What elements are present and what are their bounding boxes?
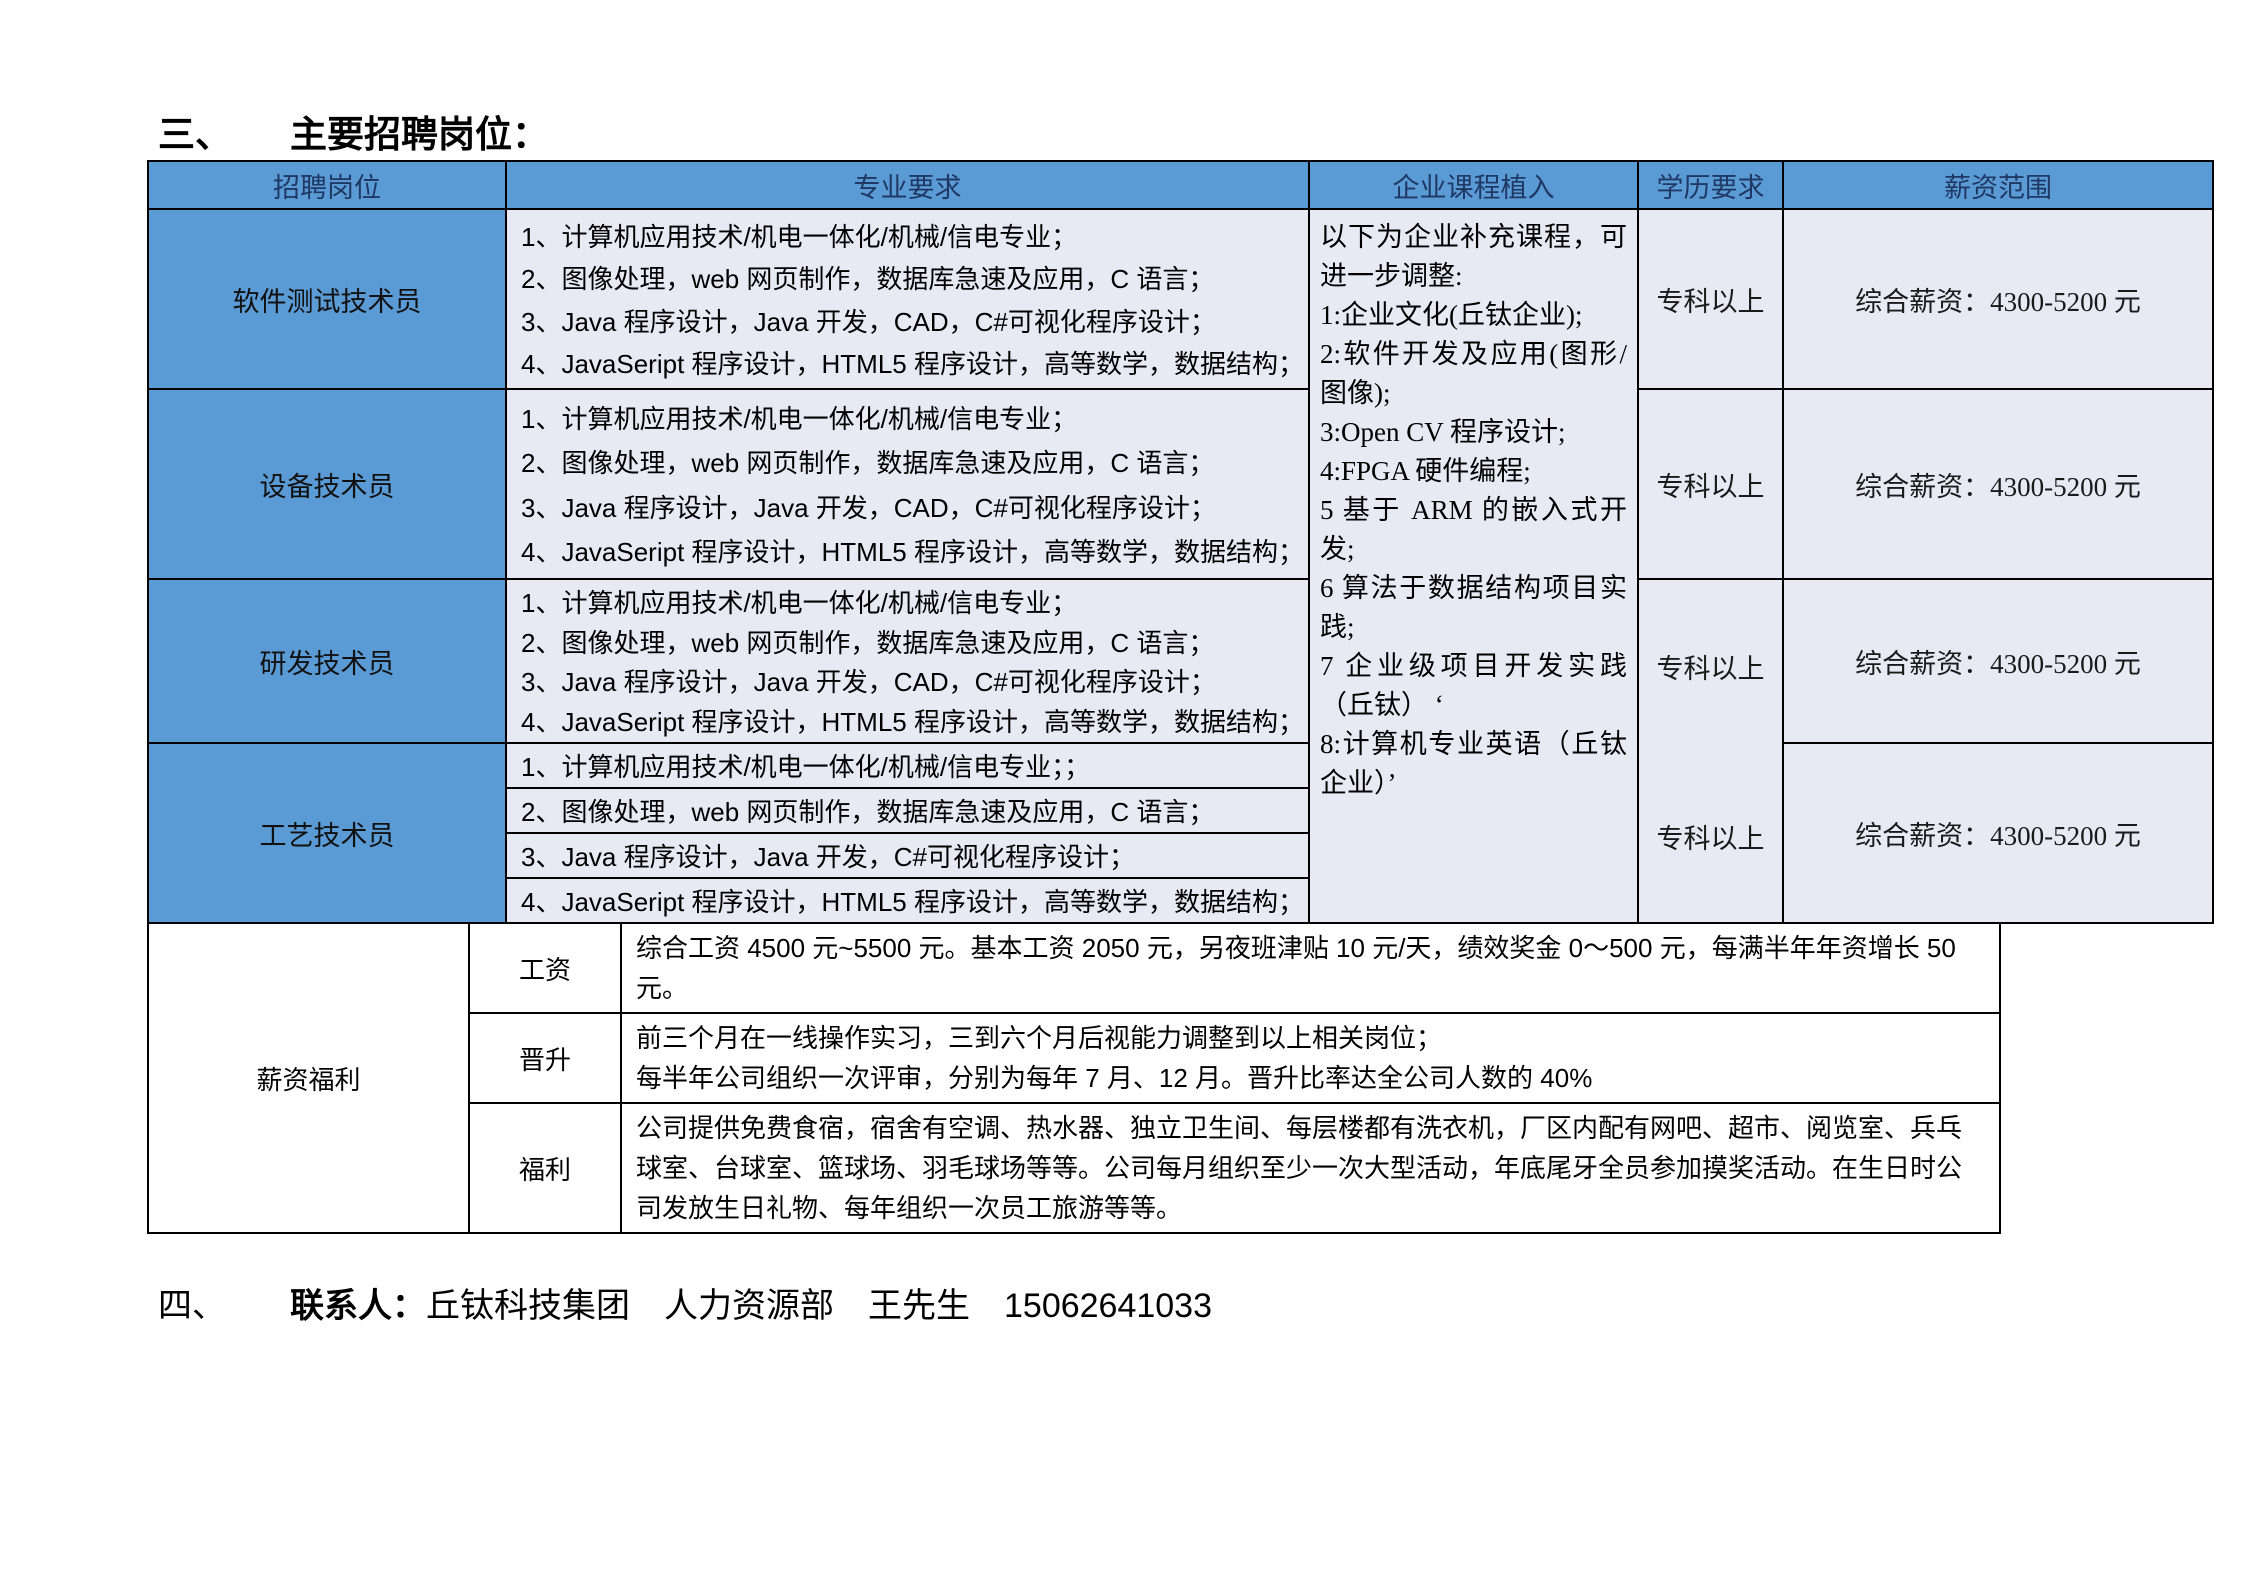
requirement-item: 3、Java 程序设计，Java 开发，CAD，C#可视化程序设计；	[521, 306, 1216, 337]
column-header-salary: 薪资范围	[1781, 160, 2214, 210]
benefits-label-welfare: 福利	[468, 1102, 622, 1234]
position-equipment: 设备技术员	[147, 388, 507, 580]
benefits-row-welfare: 福利 公司提供免费食宿，宿舍有空调、热水器、独立卫生间、每层楼都有洗衣机，厂区内…	[148, 1102, 2001, 1234]
benefits-welfare-text: 公司提供免费食宿，宿舍有空调、热水器、独立卫生间、每层楼都有洗衣机，厂区内配有网…	[620, 1102, 2001, 1234]
salary-cell: 综合薪资：4300-5200 元	[1781, 388, 2214, 580]
requirement-item: 3、Java 程序设计，Java 开发，CAD，C#可视化程序设计；	[521, 667, 1216, 698]
education-value: 专科以上	[1656, 823, 1765, 854]
column-header-position: 招聘岗位	[147, 160, 507, 210]
course-paragraph: 4:FPGA 硬件编程;	[1319, 456, 1531, 486]
course-paragraph: 2:软件开发及应用(图形/图像);	[1319, 339, 1627, 408]
course-paragraph: 5 基于 ARM 的嵌入式开发;	[1319, 495, 1627, 564]
salary-cell: 综合薪资：4300-5200 元	[1781, 742, 2214, 924]
column-header-requirements: 专业要求	[505, 160, 1310, 210]
course-paragraph: 7 企业级项目开发实践（丘钛） ‘	[1319, 651, 1627, 720]
course-paragraph: 1:企业文化(丘钛企业);	[1319, 300, 1583, 330]
salary-cell: 综合薪资：4300-5200 元	[1781, 208, 2214, 390]
benefits-title: 薪资福利	[147, 922, 470, 1234]
course-paragraph: 6 算法于数据结构项目实践;	[1319, 573, 1627, 642]
benefits-promotion-text: 前三个月在一线操作实习，三到六个月后视能力调整到以上相关岗位； 每半年公司组织一…	[620, 1012, 2001, 1104]
table-row: 研发技术员 1、计算机应用技术/机电一体化/机械/信电专业； 2、图像处理，we…	[147, 578, 2214, 924]
table-header-row: 招聘岗位 专业要求 企业课程植入 学历要求 薪资范围	[147, 160, 2214, 210]
requirement-item: 1、计算机应用技术/机电一体化/机械/信电专业；	[521, 403, 1078, 434]
recruitment-table: 招聘岗位 专业要求 企业课程植入 学历要求 薪资范围 软件测试技术员 1、计算机…	[147, 160, 2214, 924]
benefits-label-wage: 工资	[468, 922, 622, 1014]
requirements-cell: 1、计算机应用技术/机电一体化/机械/信电专业； 2、图像处理，web 网页制作…	[505, 208, 1310, 390]
benefits-label-promotion: 晋升	[468, 1012, 622, 1104]
salary-cell: 综合薪资：4300-5200 元	[1781, 578, 2214, 744]
contact-label: 联系人：	[290, 1287, 426, 1325]
position-software-test: 软件测试技术员	[147, 208, 507, 390]
table-row: 软件测试技术员 1、计算机应用技术/机电一体化/机械/信电专业； 2、图像处理，…	[147, 208, 2214, 924]
requirement-item: 2、图像处理，web 网页制作，数据库急速及应用，C 语言；	[521, 448, 1215, 479]
requirement-item: 4、JavaSeript 程序设计，HTML5 程序设计，高等数学，数据结构；	[521, 349, 1304, 380]
table-row: 设备技术员 1、计算机应用技术/机电一体化/机械/信电专业； 2、图像处理，we…	[147, 388, 2214, 580]
position-rnd: 研发技术员	[147, 578, 507, 744]
contact-value: 丘钛科技集团 人力资源部 王先生 15062641033	[426, 1287, 1212, 1325]
course-paragraph: 8:计算机专业英语（丘钛企业）’	[1319, 729, 1627, 798]
requirement-item: 2、图像处理，web 网页制作，数据库急速及应用，C 语言；	[505, 787, 1310, 834]
requirement-item: 4、JavaSeript 程序设计，HTML5 程序设计，高等数学，数据结构；	[505, 877, 1310, 924]
table-row: 3、Java 程序设计，Java 开发，C#可视化程序设计；	[148, 832, 2213, 879]
table-row: 工艺技术员 1、计算机应用技术/机电一体化/机械/信电专业；； 综合薪资：430…	[147, 742, 2214, 924]
requirement-item: 2、图像处理，web 网页制作，数据库急速及应用，C 语言；	[521, 264, 1215, 295]
table-row: 2、图像处理，web 网页制作，数据库急速及应用，C 语言；	[148, 787, 2213, 834]
benefits-wage-text: 综合工资 4500 元~5500 元。基本工资 2050 元，另夜班津贴 10 …	[620, 922, 2001, 1014]
position-process: 工艺技术员	[147, 742, 507, 924]
contact-line: 四、 联系人：丘钛科技集团 人力资源部 王先生 15062641033	[158, 1278, 1212, 1327]
page-title: 主要招聘岗位：	[290, 114, 549, 155]
course-paragraph: 以下为企业补充课程，可进一步调整:	[1319, 222, 1627, 291]
contact-number: 四、	[158, 1287, 226, 1325]
education-value: 专科以上	[1656, 653, 1765, 684]
section-number: 三、	[158, 114, 232, 155]
course-cell: 以下为企业补充课程，可进一步调整: 1:企业文化(丘钛企业); 2:软件开发及应…	[1307, 208, 1639, 924]
education-cell: 专科以上	[1636, 388, 1784, 580]
requirement-item: 4、JavaSeript 程序设计，HTML5 程序设计，高等数学，数据结构；	[521, 706, 1304, 737]
requirement-item: 3、Java 程序设计，Java 开发，C#可视化程序设计；	[505, 832, 1310, 879]
requirement-item: 4、JavaSeript 程序设计，HTML5 程序设计，高等数学，数据结构；	[521, 537, 1304, 568]
requirement-item: 1、计算机应用技术/机电一体化/机械/信电专业；	[521, 588, 1078, 619]
promotion-line: 每半年公司组织一次评审，分别为每年 7 月、12 月。晋升比率达全公司人数的 4…	[636, 1063, 1593, 1093]
section-heading: 三、 主要招聘岗位：	[158, 104, 549, 158]
requirement-item: 1、计算机应用技术/机电一体化/机械/信电专业；；	[505, 742, 1310, 789]
requirement-item: 2、图像处理，web 网页制作，数据库急速及应用，C 语言；	[521, 627, 1215, 658]
benefits-row-promotion: 晋升 前三个月在一线操作实习，三到六个月后视能力调整到以上相关岗位； 每半年公司…	[148, 1012, 2001, 1104]
benefits-table: 薪资福利 工资 综合工资 4500 元~5500 元。基本工资 2050 元，另…	[147, 922, 2001, 1234]
benefits-row-salary: 薪资福利 工资 综合工资 4500 元~5500 元。基本工资 2050 元，另…	[147, 922, 2001, 1234]
column-header-course: 企业课程植入	[1307, 160, 1639, 210]
education-cell: 专科以上	[1636, 208, 1784, 390]
requirements-cell: 1、计算机应用技术/机电一体化/机械/信电专业； 2、图像处理，web 网页制作…	[505, 388, 1310, 580]
requirement-item: 1、计算机应用技术/机电一体化/机械/信电专业；	[521, 221, 1078, 252]
promotion-line: 前三个月在一线操作实习，三到六个月后视能力调整到以上相关岗位；	[636, 1023, 1443, 1053]
column-header-education: 学历要求	[1636, 160, 1784, 210]
education-merged-cell: 专科以上 专科以上	[1636, 578, 1784, 924]
requirements-cell: 1、计算机应用技术/机电一体化/机械/信电专业； 2、图像处理，web 网页制作…	[505, 578, 1310, 744]
requirement-item: 3、Java 程序设计，Java 开发，CAD，C#可视化程序设计；	[521, 492, 1216, 523]
course-paragraph: 3:Open CV 程序设计;	[1319, 417, 1566, 447]
